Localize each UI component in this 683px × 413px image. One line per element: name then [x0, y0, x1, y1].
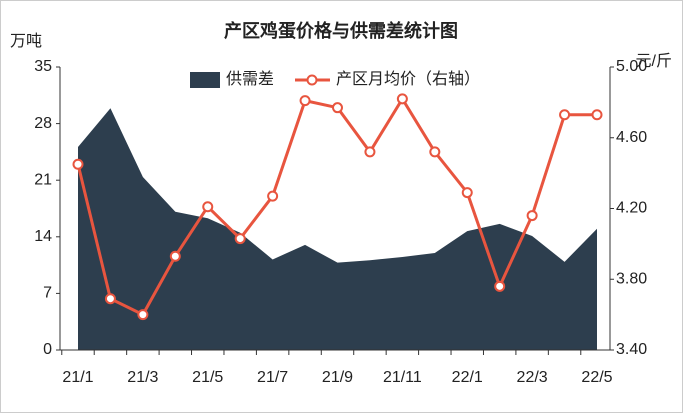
- legend-swatch: [306, 74, 318, 86]
- marker: [72, 158, 84, 170]
- y2-tick-label: 3.40: [616, 341, 647, 358]
- x-tick-label: 22/3: [517, 369, 548, 386]
- legend-swatch: [190, 72, 220, 88]
- marker: [591, 109, 603, 121]
- y-axis-unit: 万吨: [10, 32, 42, 50]
- x-tick-label: 21/3: [127, 369, 158, 386]
- y2-tick-label: 5.00: [616, 58, 647, 75]
- x-tick-label: 21/9: [322, 369, 353, 386]
- marker: [202, 201, 214, 213]
- y2-tick-label: 4.60: [616, 129, 647, 146]
- marker: [494, 280, 506, 292]
- x-tick-label: 21/5: [192, 369, 223, 386]
- marker: [299, 95, 311, 107]
- marker: [332, 102, 343, 114]
- legend-label: 供需差: [226, 70, 274, 88]
- legend-label: 产区月均价（右轴）: [336, 70, 480, 88]
- y-tick-label: 0: [43, 341, 52, 358]
- y-tick-label: 21: [34, 171, 52, 188]
- marker: [396, 93, 408, 105]
- chart-title: 产区鸡蛋价格与供需差统计图: [224, 20, 458, 41]
- x-tick-label: 21/11: [383, 369, 422, 386]
- marker: [137, 309, 149, 321]
- marker: [461, 187, 473, 199]
- x-tick-label: 21/7: [257, 369, 288, 386]
- marker: [526, 210, 538, 222]
- y-tick-label: 35: [34, 58, 52, 75]
- y2-tick-label: 3.80: [616, 270, 647, 287]
- y-tick-label: 14: [34, 228, 52, 245]
- area: [78, 108, 597, 350]
- marker: [104, 293, 116, 305]
- y-tick-label: 7: [43, 285, 52, 302]
- marker: [267, 190, 279, 202]
- y2-axis-unit: 元/斤: [636, 52, 672, 70]
- marker: [169, 250, 181, 262]
- x-tick-label: 21/1: [62, 369, 93, 386]
- x-tick-label: 22/5: [581, 369, 612, 386]
- x-tick-label: 22/1: [452, 369, 483, 386]
- y-tick-label: 28: [34, 115, 52, 132]
- marker: [364, 146, 376, 158]
- y2-tick-label: 4.20: [616, 200, 647, 217]
- marker: [429, 146, 441, 158]
- marker: [234, 233, 246, 245]
- marker: [559, 109, 571, 121]
